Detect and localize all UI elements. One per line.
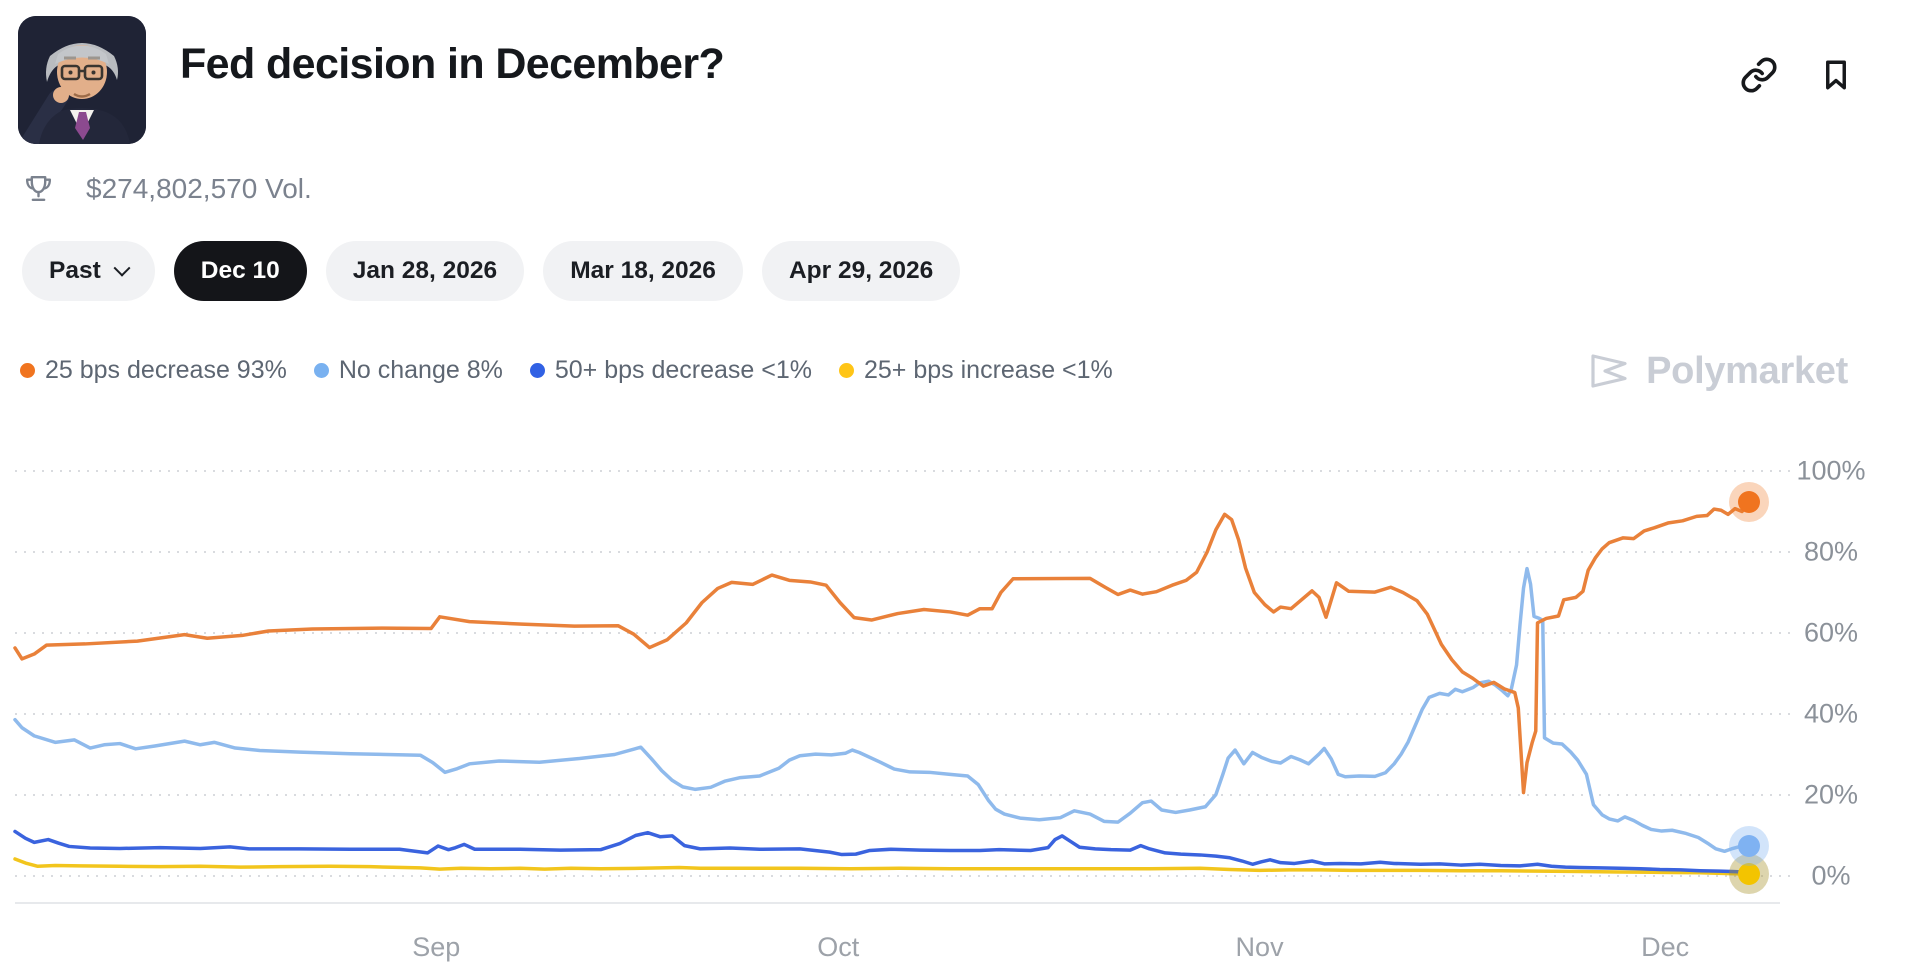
end-dot-halo-25-bps-decrease	[1729, 481, 1770, 522]
gridline-40	[15, 713, 1790, 715]
series-line-25-bps-increase	[15, 859, 1749, 874]
tab-jan-28-2026[interactable]: Jan 28, 2026	[325, 241, 525, 301]
series-line-no-change	[15, 569, 1749, 852]
link-icon	[1741, 57, 1777, 93]
tab-mar-18-2026[interactable]: Mar 18, 2026	[543, 241, 743, 301]
x-tick-label-oct: Oct	[817, 932, 860, 962]
gridline-60	[15, 632, 1790, 634]
gridline-20	[15, 794, 1790, 796]
polymarket-watermark: Polymarket	[1585, 348, 1848, 394]
series-line-50-bps-decrease	[15, 831, 1749, 872]
y-tick-label-60: 60%	[1803, 617, 1859, 648]
bookmark-button[interactable]	[1816, 54, 1856, 96]
x-tick-label-nov: Nov	[1235, 932, 1284, 962]
series-line-25-bps-decrease	[15, 502, 1749, 793]
legend-item-no-change[interactable]: No change 8%	[313, 356, 503, 385]
gridline-0	[15, 875, 1790, 877]
y-tick-label-100: 100%	[1796, 455, 1866, 486]
legend-dot-icon	[20, 363, 35, 378]
jerome-powell-photo	[18, 16, 146, 144]
legend-dot-icon	[839, 363, 854, 378]
volume-value: $274,802,570 Vol.	[86, 172, 312, 204]
tab-label: Jan 28, 2026	[352, 257, 498, 284]
tab-past[interactable]: Past	[22, 241, 155, 301]
bookmark-icon	[1826, 60, 1846, 90]
tab-label: Dec 10	[200, 257, 280, 284]
y-tick-label-0: 0%	[1811, 860, 1851, 891]
tab-dec-10[interactable]: Dec 10	[173, 241, 307, 301]
legend-dot-icon	[529, 363, 545, 378]
polymarket-wordmark: Polymarket	[1646, 349, 1848, 392]
volume-row: $274,802,570 Vol.	[22, 172, 312, 205]
polymarket-logo-icon	[1591, 354, 1627, 388]
legend-item-25-bps-increase[interactable]: 25+ bps increase <1%	[839, 356, 1113, 385]
gridline-100	[15, 470, 1790, 472]
x-tick-label-sep: Sep	[412, 932, 461, 962]
y-tick-label-40: 40%	[1803, 698, 1859, 729]
market-avatar	[18, 16, 146, 144]
legend-dot-icon	[313, 363, 329, 378]
gridline-80	[15, 551, 1790, 553]
tab-apr-29-2026[interactable]: Apr 29, 2026	[761, 241, 961, 301]
end-dot-halo-no-change	[1729, 826, 1770, 867]
header-actions	[1738, 54, 1856, 96]
legend-label: No change 8%	[338, 356, 503, 384]
y-tick-label-80: 80%	[1803, 536, 1859, 567]
y-tick-label-20: 20%	[1803, 779, 1859, 810]
tab-label: Apr 29, 2026	[788, 257, 934, 284]
tab-label: Past	[49, 257, 101, 284]
legend-label: 25+ bps increase <1%	[864, 356, 1113, 384]
legend-item-25-bps-decrease[interactable]: 25 bps decrease 93%	[20, 356, 287, 385]
chart-legend: 25 bps decrease 93% No change 8% 50+ bps d…	[20, 356, 1113, 385]
chart-lines	[15, 471, 1763, 876]
copy-link-button[interactable]	[1738, 54, 1780, 96]
end-dot-no-change	[1738, 835, 1761, 858]
legend-label: 25 bps decrease 93%	[45, 356, 287, 384]
trophy-icon	[22, 172, 55, 205]
x-axis-line	[15, 902, 1780, 904]
timeframe-tabs: Past Dec 10 Jan 28, 2026 Mar 18, 2026 Apr 29…	[22, 241, 961, 301]
end-dot-halo-25-bps-increase	[1729, 853, 1770, 894]
page-title: Fed decision in December?	[180, 40, 725, 88]
end-dot-25-bps-increase	[1738, 862, 1761, 885]
legend-label: 50+ bps decrease <1%	[554, 356, 812, 384]
tab-label: Mar 18, 2026	[570, 257, 716, 284]
end-dot-25-bps-decrease	[1738, 490, 1761, 513]
chevron-down-icon	[113, 259, 131, 277]
x-tick-label-dec: Dec	[1641, 932, 1690, 962]
legend-item-50-bps-decrease[interactable]: 50+ bps decrease <1%	[529, 356, 812, 385]
